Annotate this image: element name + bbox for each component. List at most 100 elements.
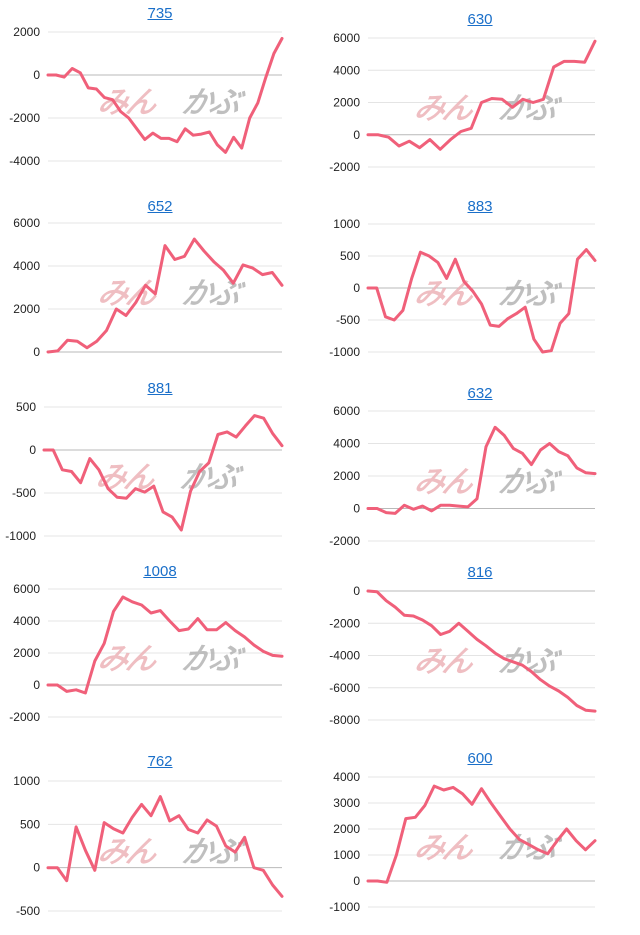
watermark-text-red: みん	[411, 645, 478, 680]
data-point	[573, 60, 576, 63]
series-line	[46, 795, 284, 898]
data-point	[149, 611, 153, 615]
data-point	[539, 448, 542, 452]
data-point	[548, 684, 551, 688]
data-point	[584, 471, 588, 474]
data-point	[42, 448, 46, 452]
data-point	[224, 151, 227, 154]
chart-title-link[interactable]: 881	[147, 380, 173, 397]
y-tick-label: 0	[33, 68, 40, 82]
data-point	[593, 259, 597, 262]
data-point	[62, 75, 66, 79]
data-point	[583, 60, 586, 64]
data-point	[523, 306, 527, 309]
y-tick-label: 0	[33, 861, 40, 875]
data-point	[541, 350, 544, 354]
data-point	[152, 484, 156, 488]
data-point	[497, 325, 501, 328]
y-tick-label: 3000	[333, 796, 360, 810]
data-point	[151, 131, 155, 135]
data-point	[466, 505, 470, 509]
y-tick-label: 4000	[333, 63, 360, 77]
data-point	[457, 622, 460, 625]
y-tick-label: -2000	[329, 534, 360, 548]
y-tick-label: -500	[12, 486, 36, 500]
data-point	[119, 110, 122, 113]
y-tick-label: 1000	[333, 848, 360, 862]
data-point	[469, 127, 473, 130]
data-point	[377, 133, 380, 136]
data-point	[410, 277, 413, 280]
data-point	[93, 869, 97, 872]
chart-title-link[interactable]: 883	[467, 198, 493, 215]
y-tick-label: -1000	[5, 529, 36, 543]
watermark-text-red: みん	[95, 277, 162, 312]
watermark-logo: みん かぶ	[95, 835, 249, 870]
data-point	[112, 827, 115, 830]
line-chart: -1000 0 1000 2000 3000 4000 みん かぶ	[329, 770, 597, 914]
data-point	[124, 314, 128, 317]
chart-title-link[interactable]: 816	[467, 564, 493, 581]
data-point	[521, 663, 524, 667]
data-point	[205, 818, 209, 822]
data-point	[490, 97, 494, 100]
data-point	[484, 644, 488, 648]
watermark-logo: みん かぶ	[411, 465, 565, 500]
data-point	[163, 244, 167, 247]
data-point	[271, 883, 274, 887]
data-point	[193, 237, 196, 241]
chart-title-link[interactable]: 600	[467, 750, 493, 767]
data-point	[397, 144, 401, 148]
data-point	[271, 654, 274, 657]
watermark-text-gray: かぶ	[495, 92, 565, 127]
data-point	[442, 788, 445, 792]
y-tick-label: 0	[353, 281, 360, 295]
y-tick-label: 500	[16, 400, 36, 414]
y-tick-label: 0	[353, 502, 360, 516]
y-tick-label: 4000	[13, 259, 40, 273]
data-point	[493, 651, 497, 655]
data-point	[480, 787, 483, 790]
data-point	[262, 416, 265, 420]
chart-title-link[interactable]: 762	[147, 753, 173, 770]
data-point	[550, 349, 553, 352]
data-point	[539, 678, 542, 681]
data-point	[105, 329, 108, 332]
data-point	[475, 497, 479, 500]
y-tick-label: 2000	[13, 646, 40, 660]
data-point	[271, 432, 275, 435]
y-tick-label: 4000	[333, 770, 360, 784]
data-point	[84, 691, 87, 695]
data-point	[439, 504, 442, 507]
y-tick-label: 6000	[13, 216, 40, 230]
data-point	[448, 504, 451, 507]
y-tick-label: -500	[16, 904, 40, 918]
chart-title-link[interactable]: 1008	[143, 563, 177, 580]
data-point	[46, 350, 50, 354]
chart-title-link[interactable]: 630	[467, 11, 493, 28]
chart-title-link[interactable]: 735	[147, 5, 173, 22]
data-point	[212, 260, 215, 263]
data-point	[521, 452, 524, 455]
chart-title-link[interactable]: 652	[147, 198, 173, 215]
data-point	[576, 258, 579, 261]
chart-title-link[interactable]: 632	[467, 385, 493, 402]
data-point	[175, 140, 179, 143]
data-point	[79, 481, 82, 484]
data-point	[65, 879, 68, 882]
y-tick-label: 2000	[333, 822, 360, 836]
data-point	[61, 468, 64, 471]
line-chart: -1000 -500 0 500 1000 みん かぶ	[329, 217, 597, 359]
data-point	[232, 282, 235, 285]
data-point	[140, 803, 143, 806]
watermark-text-red: みん	[411, 831, 478, 866]
y-tick-label: 2000	[13, 25, 40, 39]
data-point	[121, 595, 125, 599]
watermark-text-gray: かぶ	[495, 277, 565, 312]
line-chart: 0 2000 4000 6000 みん かぶ	[13, 216, 284, 359]
data-point	[180, 528, 183, 532]
data-point	[375, 507, 379, 510]
data-point	[149, 814, 153, 817]
y-tick-label: 0	[33, 678, 40, 692]
data-point	[555, 839, 559, 842]
